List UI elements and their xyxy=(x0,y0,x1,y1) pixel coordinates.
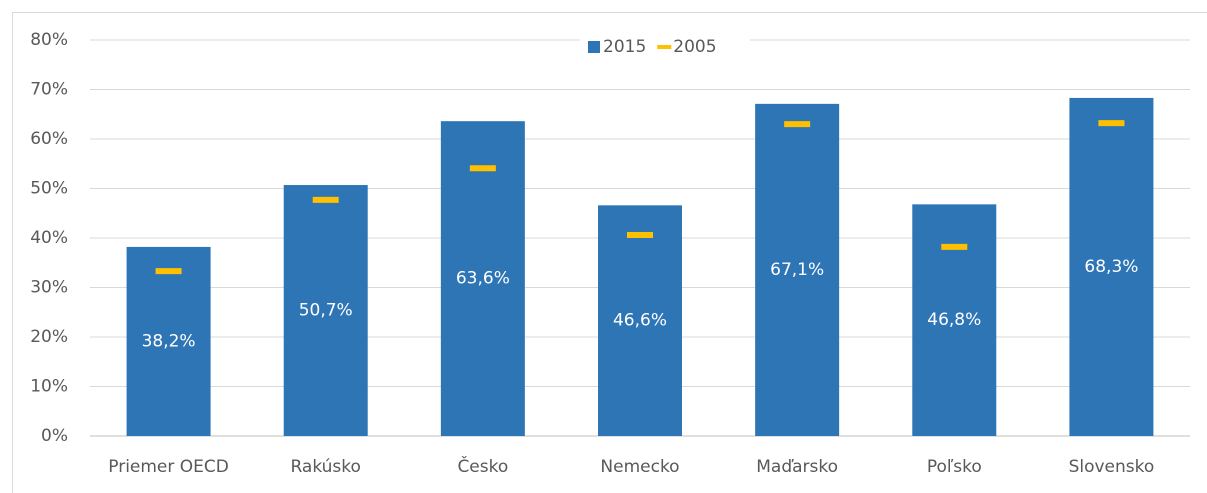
data-label: 68,3% xyxy=(1084,257,1138,277)
y-tick-label: 30% xyxy=(30,278,68,298)
x-tick-label: Rakúsko xyxy=(290,457,360,477)
x-tick-label: Poľsko xyxy=(927,457,982,477)
data-label: 46,6% xyxy=(613,311,667,331)
y-tick-label: 80% xyxy=(30,30,68,50)
x-tick-label: Česko xyxy=(457,455,508,477)
bar xyxy=(126,246,211,436)
y-tick-label: 0% xyxy=(41,426,68,446)
y-tick-label: 60% xyxy=(30,129,68,149)
legend-label: 2005 xyxy=(673,37,716,57)
bar xyxy=(598,205,682,436)
data-label: 63,6% xyxy=(456,269,510,289)
x-tick-label: Priemer OECD xyxy=(108,457,229,477)
y-tick-label: 50% xyxy=(30,179,68,199)
chart-border xyxy=(12,12,1207,493)
bar xyxy=(912,204,997,436)
y-tick-label: 20% xyxy=(30,327,68,347)
legend-swatch xyxy=(588,41,600,53)
y-tick-label: 70% xyxy=(30,80,68,100)
data-label: 38,2% xyxy=(142,331,196,351)
x-tick-label: Slovensko xyxy=(1069,457,1155,477)
y-tick-label: 40% xyxy=(30,228,68,248)
data-label: 67,1% xyxy=(770,260,824,280)
x-tick-label: Nemecko xyxy=(600,457,679,477)
bar xyxy=(755,103,840,436)
data-label: 46,8% xyxy=(927,310,981,330)
x-tick-label: Maďarsko xyxy=(756,457,838,477)
bar xyxy=(440,121,525,437)
bar xyxy=(283,185,368,436)
y-tick-label: 10% xyxy=(30,377,68,397)
bar xyxy=(1069,97,1154,436)
legend-label: 2015 xyxy=(603,37,646,57)
data-label: 50,7% xyxy=(299,301,353,321)
